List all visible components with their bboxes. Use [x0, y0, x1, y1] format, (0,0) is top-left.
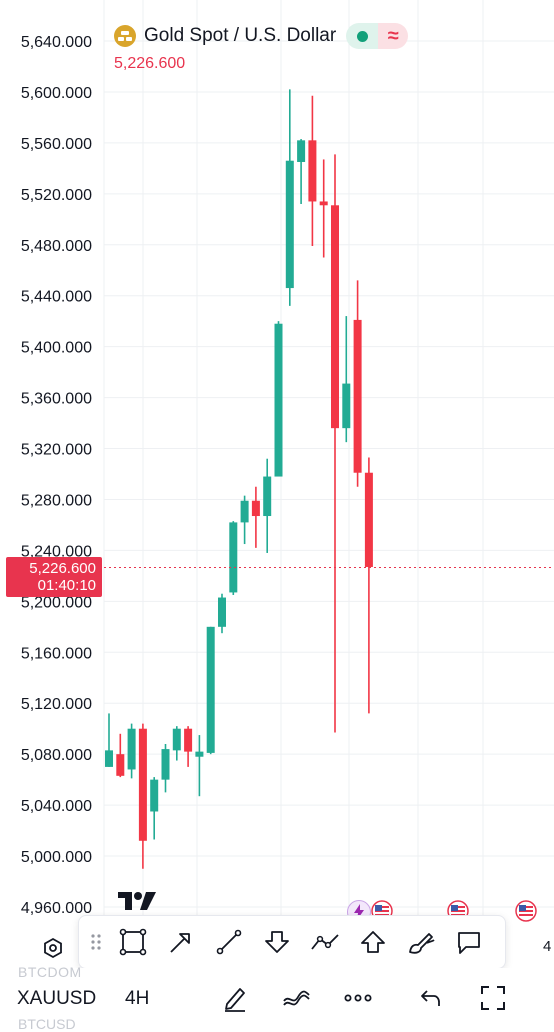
last-price: 5,226.600 [114, 55, 186, 72]
candle-up [127, 728, 136, 770]
gold-bars-icon [114, 25, 136, 47]
candle-down [331, 205, 339, 429]
grip-dots-icon[interactable] [85, 933, 107, 951]
y-axis-tick-label: 5,280.000 [21, 492, 92, 509]
candle-up [161, 749, 170, 780]
candle-up [105, 750, 113, 767]
candle-down [138, 728, 147, 841]
callout-tool-icon[interactable] [449, 922, 489, 962]
arrow-down-marker-icon[interactable] [257, 922, 297, 962]
y-axis-tick-label: 5,480.000 [21, 238, 92, 255]
arrow-up-marker-icon[interactable] [353, 922, 393, 962]
candle-down [308, 140, 317, 202]
y-axis-tick-label: 5,000.000 [21, 849, 92, 866]
y-axis-tick-label: 5,200.000 [21, 594, 92, 611]
y-axis-tick-label: 4,960.000 [21, 900, 92, 915]
y-axis-tick-label: 5,240.000 [21, 543, 92, 560]
y-axis-tick-label: 5,320.000 [21, 442, 92, 459]
fullscreen-icon[interactable] [477, 982, 509, 1014]
us-flag-event-icon[interactable] [515, 900, 537, 922]
candle-up [229, 522, 238, 593]
brush-tool-icon[interactable] [401, 922, 441, 962]
tradingview-logo-icon [116, 890, 158, 917]
drawing-toolbar [78, 915, 506, 969]
right-edge-digit: 4 [543, 938, 552, 955]
candle-up [172, 728, 181, 751]
recent-symbol-ghost: BTCDOM [18, 964, 82, 980]
y-axis-tick-label: 5,080.000 [21, 747, 92, 764]
candle-up [342, 383, 351, 429]
current-price-tag: 5,226.600 01:40:10 [6, 557, 102, 597]
candle-down [364, 472, 373, 567]
candle-up [218, 597, 226, 627]
interval-selector[interactable]: 4H [125, 988, 150, 1009]
y-axis-tick-label: 5,520.000 [21, 187, 92, 204]
candle-down [184, 728, 193, 752]
candle-up [285, 160, 294, 289]
arrow-tool-icon[interactable] [161, 922, 201, 962]
y-axis-tick-label: 5,160.000 [21, 645, 92, 662]
y-axis-tick-label: 5,600.000 [21, 85, 92, 102]
more-icon[interactable] [342, 982, 374, 1014]
candle-down [251, 500, 260, 517]
y-axis-tick-label: 5,440.000 [21, 289, 92, 306]
bottom-bar: BTCDOM XAUUSD 4H BTCUSD [0, 964, 554, 1032]
candle-up [240, 500, 249, 523]
approx-icon: ≈ [378, 23, 409, 49]
candle-up [263, 476, 272, 517]
candle-up [206, 626, 215, 753]
recent-symbol-ghost: BTCUSD [18, 1016, 76, 1032]
symbol-header[interactable]: Gold Spot / U.S. Dollar ≈ [114, 22, 409, 50]
current-price-value: 5,226.600 [29, 560, 96, 577]
rectangle-tool-icon[interactable] [113, 922, 153, 962]
market-status-pill[interactable]: ≈ [346, 23, 409, 49]
draw-pen-icon[interactable] [219, 982, 251, 1014]
y-axis-tick-label: 5,360.000 [21, 391, 92, 408]
candle-down [319, 201, 328, 206]
undo-icon[interactable] [415, 982, 447, 1014]
candlestick-chart[interactable]: 5,640.000 5,600.000 5,560.000 5,520.000 5,48… [0, 0, 554, 915]
line-tool-icon[interactable] [209, 922, 249, 962]
candle-up [195, 751, 204, 757]
y-axis-tick-label: 5,400.000 [21, 340, 92, 357]
hexagon-settings-icon[interactable] [40, 935, 66, 966]
chart-area[interactable]: 5,640.000 5,600.000 5,560.000 5,520.000 5,48… [0, 0, 554, 915]
candle-down [116, 754, 125, 776]
indicators-icon[interactable] [280, 982, 312, 1014]
market-open-dot-icon [346, 23, 379, 49]
candle-up [297, 140, 306, 162]
path-tool-icon[interactable] [305, 922, 345, 962]
candle-down [353, 319, 362, 473]
symbol-selector[interactable]: XAUUSD [17, 988, 97, 1009]
candle-up [274, 323, 283, 477]
y-axis-tick-label: 5,120.000 [21, 696, 92, 713]
y-axis-tick-label: 5,640.000 [21, 34, 92, 51]
symbol-title[interactable]: Gold Spot / U.S. Dollar [144, 25, 337, 46]
y-axis-tick-label: 5,560.000 [21, 136, 92, 153]
candle-up [150, 779, 159, 812]
bar-countdown: 01:40:10 [37, 577, 96, 594]
y-axis-tick-label: 5,040.000 [21, 798, 92, 815]
